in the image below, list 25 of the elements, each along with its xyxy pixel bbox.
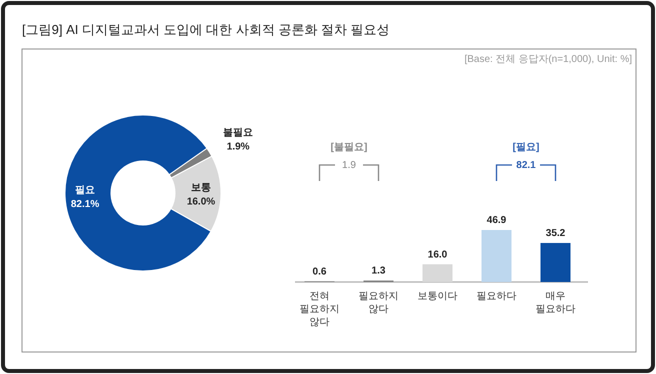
data-label: 16.0 (428, 249, 448, 260)
slice-label: 불필요 (223, 128, 254, 139)
slice-label: 보통 (190, 182, 211, 194)
x-tick-label: 필요하다 (476, 291, 516, 302)
data-label: 0.6 (312, 266, 327, 278)
x-tick-label: 전혀 필요하지 않다 (300, 291, 340, 328)
text: [필요] (512, 142, 540, 153)
bar (422, 264, 452, 282)
data-label: 35.2 (546, 228, 566, 239)
text: 82.1 (516, 160, 536, 171)
slice-label: 필요 (75, 184, 96, 196)
data-label: 1.3 (372, 266, 386, 277)
bar (482, 230, 512, 282)
x-tick-label: 매우 필요하다 (536, 291, 576, 315)
data-label: 16.0% (186, 196, 216, 208)
text: [불필요] (330, 142, 368, 153)
text: [Base: 전체 응답자(n=1,000), Unit: %] (464, 54, 632, 65)
data-label: 46.9 (486, 215, 507, 226)
chart-title: [그림9] AI 디지털교과서 도입에 대한 사회적 공론화 절차 필요성 (22, 22, 390, 37)
bar (540, 242, 570, 282)
x-tick-label: 필요하지 않다 (358, 291, 398, 315)
text: 1.9 (342, 160, 356, 171)
data-label: 82.1% (70, 198, 100, 210)
x-tick-label: 보통이다 (418, 291, 458, 302)
data-label: 1.9% (226, 142, 250, 153)
